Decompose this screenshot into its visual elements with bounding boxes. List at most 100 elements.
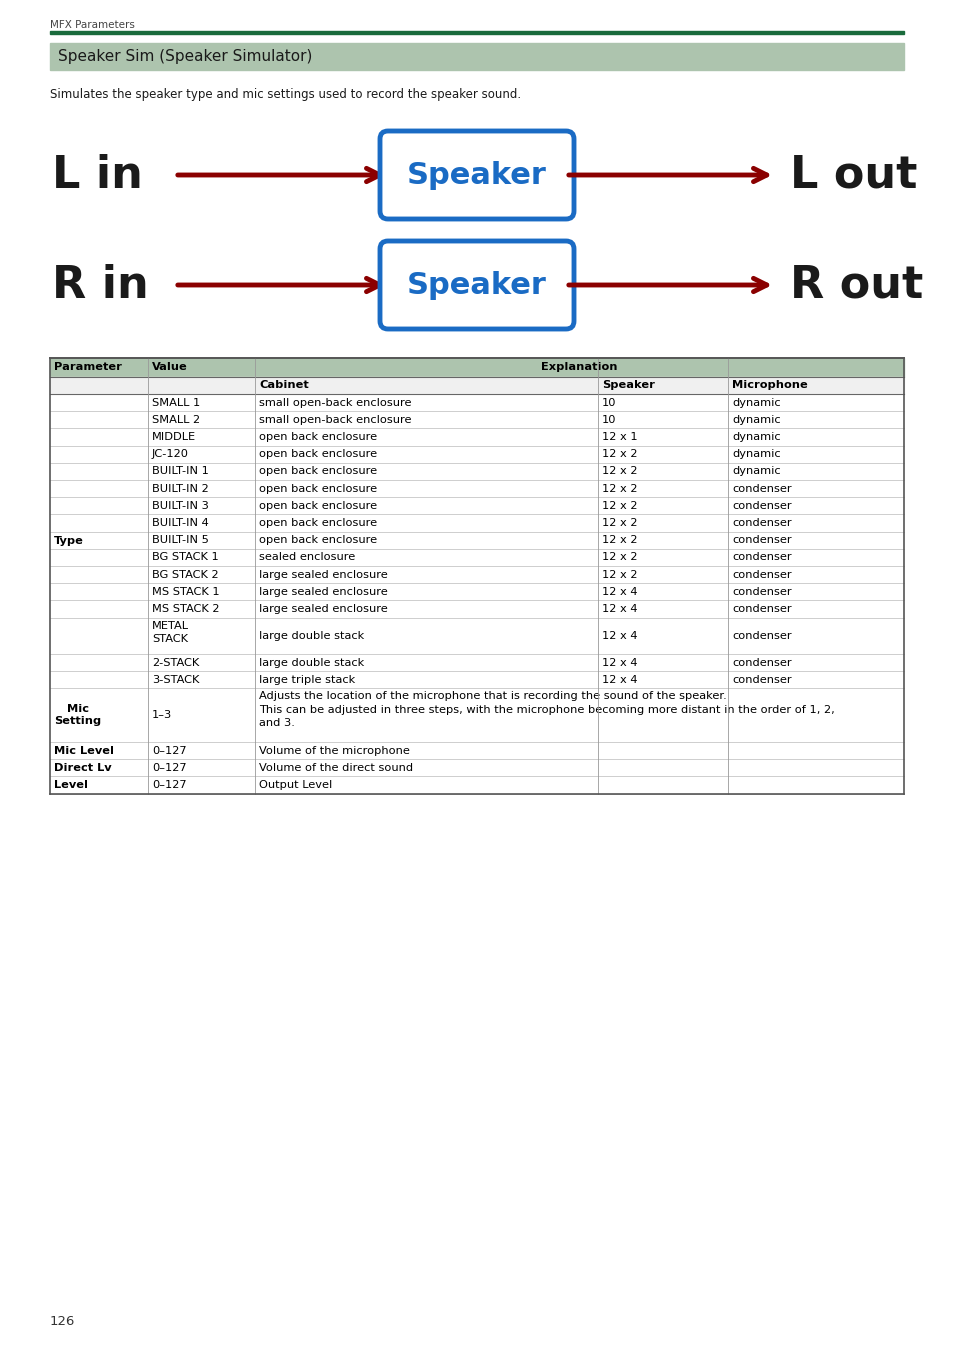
Text: 0–127: 0–127 (152, 763, 187, 772)
Text: 12 x 4: 12 x 4 (601, 587, 637, 597)
Text: 0–127: 0–127 (152, 780, 187, 790)
Text: Speaker Sim (Speaker Simulator): Speaker Sim (Speaker Simulator) (58, 50, 312, 65)
Bar (50, 43, 903, 70)
Text: BUILT-IN 1: BUILT-IN 1 (152, 466, 209, 477)
Text: JC-120: JC-120 (152, 450, 189, 459)
Text: condenser: condenser (731, 518, 791, 528)
Text: open back enclosure: open back enclosure (258, 483, 376, 494)
Bar (50, 428, 903, 446)
Bar (50, 743, 903, 759)
Bar (50, 377, 903, 394)
Text: dynamic: dynamic (731, 414, 780, 425)
Text: dynamic: dynamic (731, 466, 780, 477)
Text: Volume of the microphone: Volume of the microphone (258, 745, 410, 756)
Text: 2-STACK: 2-STACK (152, 657, 199, 668)
Text: Explanation: Explanation (540, 363, 618, 373)
Text: 12 x 4: 12 x 4 (601, 657, 637, 668)
Text: 12 x 4: 12 x 4 (601, 603, 637, 614)
Text: MFX Parameters: MFX Parameters (50, 20, 134, 30)
Text: BG STACK 2: BG STACK 2 (152, 570, 218, 579)
Text: BUILT-IN 2: BUILT-IN 2 (152, 483, 209, 494)
Bar (50, 446, 903, 463)
Text: Volume of the direct sound: Volume of the direct sound (258, 763, 413, 772)
Text: Cabinet: Cabinet (258, 381, 309, 390)
Text: 12 x 2: 12 x 2 (601, 518, 637, 528)
Text: Type: Type (54, 536, 84, 547)
Text: condenser: condenser (731, 587, 791, 597)
Text: condenser: condenser (731, 657, 791, 668)
Text: large sealed enclosure: large sealed enclosure (258, 570, 387, 579)
Text: BUILT-IN 3: BUILT-IN 3 (152, 501, 209, 510)
Text: Output Level: Output Level (258, 780, 332, 790)
Text: MS STACK 1: MS STACK 1 (152, 587, 219, 597)
Text: METAL
STACK: METAL STACK (152, 621, 189, 644)
Text: BG STACK 1: BG STACK 1 (152, 552, 218, 563)
Bar (50, 394, 148, 688)
Text: large double stack: large double stack (258, 657, 364, 668)
Bar (50, 497, 903, 514)
Text: Mic Level: Mic Level (54, 745, 113, 756)
Text: small open-back enclosure: small open-back enclosure (258, 398, 411, 408)
Text: L out: L out (789, 154, 917, 197)
Text: condenser: condenser (731, 675, 791, 684)
Text: 126: 126 (50, 1315, 75, 1328)
Text: sealed enclosure: sealed enclosure (258, 552, 355, 563)
Text: open back enclosure: open back enclosure (258, 518, 376, 528)
Bar (50, 583, 903, 601)
Text: open back enclosure: open back enclosure (258, 501, 376, 510)
Text: large sealed enclosure: large sealed enclosure (258, 603, 387, 614)
Text: dynamic: dynamic (731, 398, 780, 408)
Text: 12 x 2: 12 x 2 (601, 535, 637, 545)
Bar (50, 566, 903, 583)
Text: dynamic: dynamic (731, 432, 780, 441)
Bar (50, 776, 903, 794)
Text: Microphone: Microphone (731, 381, 807, 390)
Text: MS STACK 2: MS STACK 2 (152, 603, 219, 614)
Text: 10: 10 (601, 398, 616, 408)
Text: Speaker: Speaker (407, 161, 546, 189)
Text: large sealed enclosure: large sealed enclosure (258, 587, 387, 597)
Text: 12 x 2: 12 x 2 (601, 483, 637, 494)
Text: 12 x 2: 12 x 2 (601, 552, 637, 563)
Bar (50, 463, 903, 481)
Text: BUILT-IN 4: BUILT-IN 4 (152, 518, 209, 528)
Text: condenser: condenser (731, 570, 791, 579)
Text: condenser: condenser (731, 483, 791, 494)
Text: 12 x 2: 12 x 2 (601, 570, 637, 579)
Text: Level: Level (54, 780, 88, 790)
Bar (50, 688, 903, 742)
Bar (50, 759, 903, 776)
Text: 12 x 1: 12 x 1 (601, 432, 637, 441)
Bar (50, 358, 903, 377)
Bar (50, 514, 903, 532)
Text: 12 x 4: 12 x 4 (601, 630, 637, 641)
Text: 0–127: 0–127 (152, 745, 187, 756)
Text: open back enclosure: open back enclosure (258, 535, 376, 545)
Text: Mic
Setting: Mic Setting (54, 705, 101, 726)
Text: Parameter: Parameter (54, 363, 122, 373)
Bar (50, 601, 903, 617)
Bar (50, 617, 903, 653)
Text: 12 x 2: 12 x 2 (601, 466, 637, 477)
Text: 3-STACK: 3-STACK (152, 675, 199, 684)
Text: large double stack: large double stack (258, 630, 364, 641)
Text: 1–3: 1–3 (152, 710, 172, 720)
Text: condenser: condenser (731, 501, 791, 510)
Text: BUILT-IN 5: BUILT-IN 5 (152, 535, 209, 545)
Text: MIDDLE: MIDDLE (152, 432, 196, 441)
Text: 12 x 4: 12 x 4 (601, 675, 637, 684)
Bar (50, 653, 903, 671)
FancyBboxPatch shape (379, 131, 574, 219)
Text: dynamic: dynamic (731, 450, 780, 459)
Bar (50, 481, 903, 497)
Bar (50, 31, 903, 34)
Text: open back enclosure: open back enclosure (258, 466, 376, 477)
Bar (50, 394, 903, 412)
Text: Simulates the speaker type and mic settings used to record the speaker sound.: Simulates the speaker type and mic setti… (50, 88, 520, 101)
Text: Value: Value (152, 363, 188, 373)
Text: SMALL 1: SMALL 1 (152, 398, 200, 408)
Text: R out: R out (789, 263, 923, 306)
Bar (50, 671, 903, 689)
Bar (50, 412, 903, 428)
Text: Speaker: Speaker (407, 270, 546, 300)
